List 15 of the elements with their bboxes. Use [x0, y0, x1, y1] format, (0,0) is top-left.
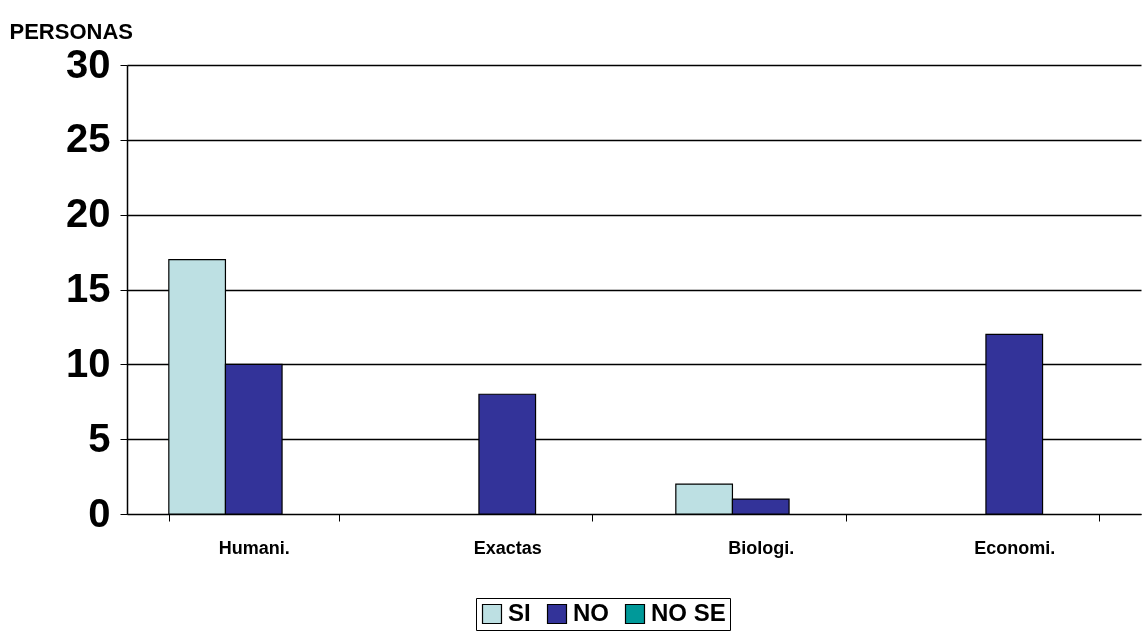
legend-label: NO SE [651, 599, 726, 626]
legend-label: SI [508, 599, 531, 626]
x-tick-label: Exactas [473, 537, 542, 558]
y-tick-label: 5 [88, 415, 111, 460]
legend-label: NO [573, 599, 609, 626]
y-tick-label: 20 [66, 191, 111, 236]
x-tick-label: Economi. [974, 537, 1056, 558]
y-tick-label: 25 [66, 116, 111, 161]
y-tick-label: 15 [66, 266, 111, 310]
y-axis-title: PERSONAS [9, 18, 133, 44]
y-tick-label: 30 [66, 41, 111, 86]
x-tick-label: Humani. [218, 537, 290, 558]
y-tick-label: 0 [88, 490, 111, 535]
x-tick-label: Biologi. [728, 537, 795, 558]
y-tick-label: 10 [66, 340, 111, 385]
